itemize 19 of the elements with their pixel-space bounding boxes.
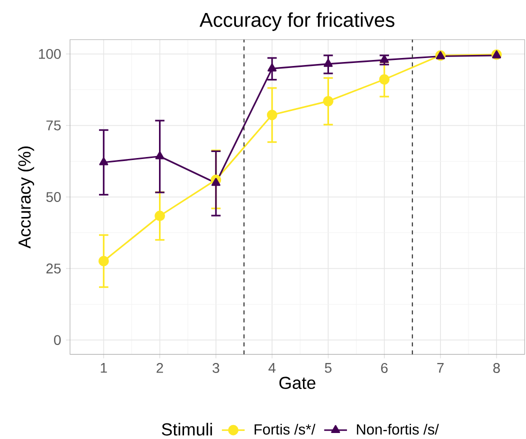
x-tick-label: 7 [437,363,444,373]
y-tick-label: 75 [46,120,61,130]
y-tick-label: 0 [54,335,61,345]
x-tick-label: 1 [100,363,107,373]
x-tick-label: 6 [381,363,388,373]
legend-label: Fortis /s*/ [254,424,316,435]
x-tick-label: 2 [156,363,163,373]
x-tick-label: 4 [268,363,276,373]
x-tick-label: 5 [324,363,332,373]
chart-title: Accuracy for fricatives [200,12,394,31]
x-axis-title: Gate [279,376,316,390]
y-tick-label: 50 [46,192,61,202]
legend-label: Non-fortis /s/ [356,424,439,435]
y-axis-title: Accuracy (%) [18,146,34,248]
y-tick-label: 25 [46,264,61,274]
y-tick-label: 100 [39,49,61,59]
x-tick-label: 8 [493,363,500,373]
x-tick-label: 3 [212,363,220,373]
legend-title: Stimuli [162,422,212,436]
